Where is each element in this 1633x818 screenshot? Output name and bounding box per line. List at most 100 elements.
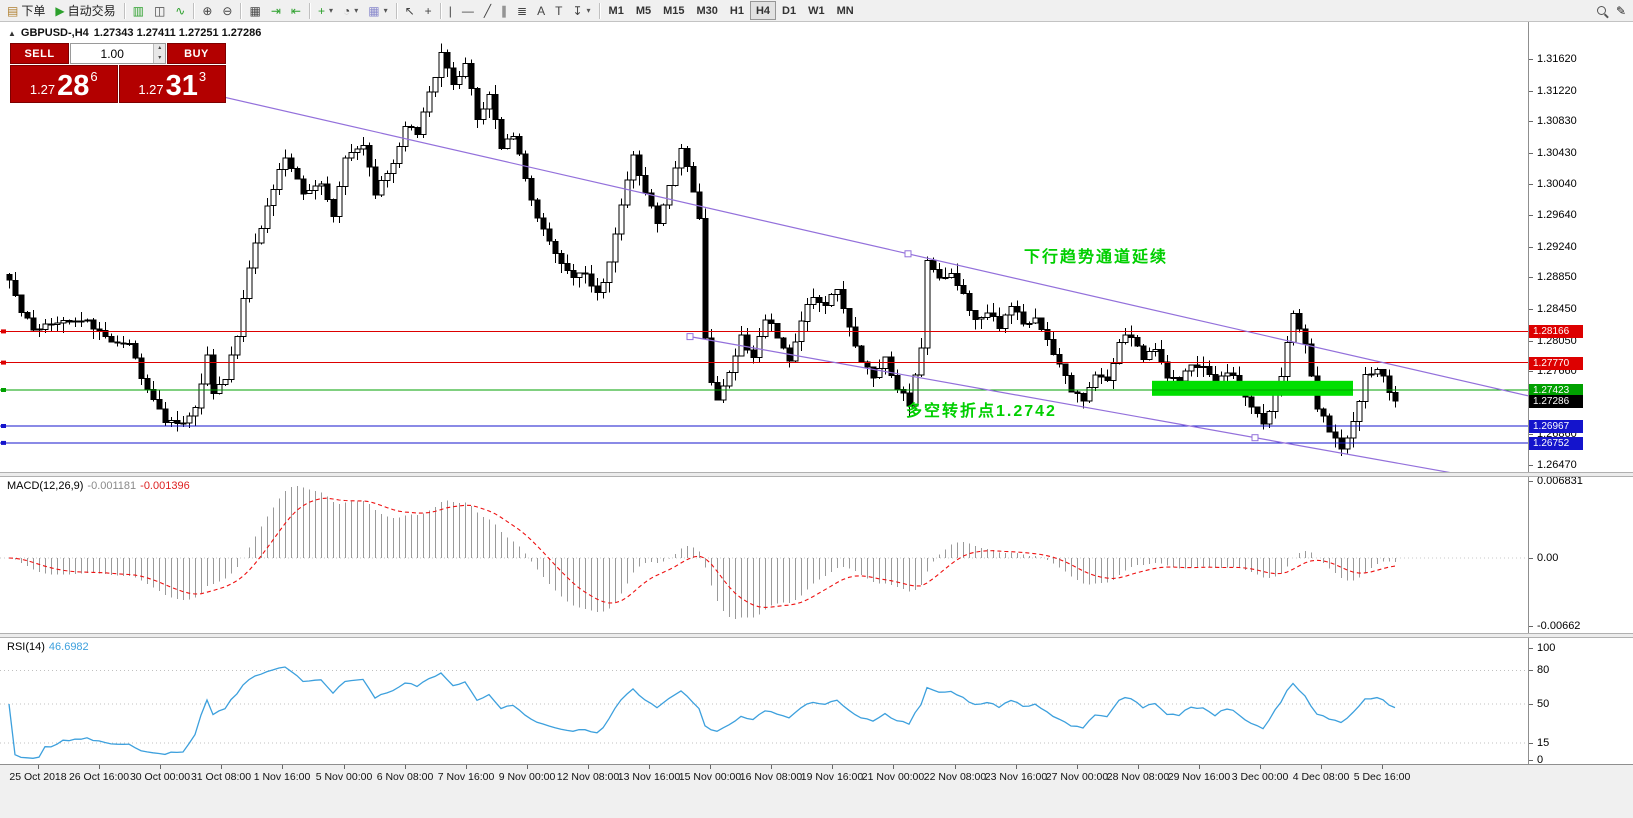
price-axis-label: 1.30430 (1537, 147, 1577, 159)
chart-shift-icon: ⇤ (290, 3, 301, 18)
auto-scroll-button[interactable]: ⇥ (266, 1, 286, 20)
fibonacci-button[interactable]: ≣ (512, 1, 532, 20)
time-tick (466, 765, 467, 769)
time-axis-label: 5 Nov 00:00 (315, 771, 373, 783)
timeframe-d1-button[interactable]: D1 (776, 1, 802, 20)
search-button[interactable] (1592, 1, 1611, 20)
panel-divider[interactable] (0, 633, 1633, 638)
edit-button[interactable]: ✎ (1611, 1, 1631, 20)
volume-spinner[interactable]: ▴ ▾ (153, 44, 165, 63)
timeframe-w1-button[interactable]: W1 (802, 1, 831, 20)
sell-button[interactable]: SELL (10, 43, 69, 64)
macd-label: MACD(12,26,9) -0.001181 -0.001396 (7, 480, 190, 492)
candlestick-chart-icon: ◫ (153, 3, 166, 18)
price-axis-label: 50 (1537, 698, 1550, 710)
trendline-button[interactable]: ╱ (479, 1, 496, 20)
line-chart-icon: ∿ (175, 3, 186, 18)
sell-price[interactable]: 1.27 28 6 (10, 65, 118, 103)
chart-title: ▲ GBPUSD-,H4 1.27343 1.27411 1.27251 1.2… (8, 27, 261, 39)
price-tag: 1.26967 (1529, 420, 1583, 433)
price-axis-label: 1.26470 (1537, 459, 1577, 471)
chart-symbol-period: GBPUSD-,H4 (20, 27, 89, 39)
new-order-button[interactable]: ▤ 下单 (2, 1, 50, 20)
price-axis-label: 1.31220 (1537, 85, 1577, 97)
cursor-button[interactable]: ↖ (400, 1, 420, 20)
timeframe-h1-button[interactable]: H1 (724, 1, 750, 20)
autotrading-label: 自动交易 (67, 4, 116, 18)
timeframe-m1-button[interactable]: M1 (603, 1, 630, 20)
price-axis-label: 1.29640 (1537, 209, 1577, 221)
equidistant-channel-button[interactable]: ∥ (496, 1, 512, 20)
candlestick-chart-button[interactable]: ◫ (149, 1, 170, 20)
arrows-icon: ↧ (572, 3, 583, 18)
tile-windows-button[interactable]: ▦ (244, 1, 265, 20)
one-click-prices-row: 1.27 28 6 1.27 31 3 (10, 65, 226, 103)
price-tag-current: 1.27286 (1529, 395, 1583, 408)
bar-chart-button[interactable]: ▥ (128, 1, 149, 20)
price-axis-label: 1.28050 (1537, 335, 1577, 347)
panel-divider[interactable] (0, 472, 1633, 477)
new-chart-button[interactable]: + ▾ (313, 1, 338, 20)
spinner-up-icon[interactable]: ▴ (158, 45, 162, 51)
search-icon (1596, 6, 1606, 15)
price-axis[interactable]: 1.31620 1.31220 1.30830 1.30430 1.30040 1.296… (1528, 22, 1633, 766)
spinner-down-icon[interactable]: ▾ (158, 54, 162, 61)
time-axis-label: 9 Nov 00:00 (498, 771, 556, 783)
chart-shift-button[interactable]: ⇤ (286, 1, 306, 20)
rsi-panel: RSI(14) 46.6982 (0, 638, 1528, 764)
one-click-collapse-icon[interactable]: ▲ (8, 28, 16, 38)
zoom-in-button[interactable]: ⊕ (197, 1, 217, 20)
price-tag: 1.27423 (1529, 384, 1583, 397)
time-tick (649, 765, 650, 769)
timeframe-m30-button[interactable]: M30 (691, 1, 724, 20)
axis-tick (1529, 371, 1533, 372)
buy-button[interactable]: BUY (167, 43, 226, 64)
price-axis-label: 15 (1537, 737, 1550, 749)
timeframe-m15-button[interactable]: M15 (657, 1, 690, 20)
price-tag: 1.26752 (1529, 437, 1583, 450)
toolbar-separator (240, 2, 242, 19)
toolbar-left: ▤ 下单 ▶ 自动交易 ▥ ◫ ∿ ⊕ ⊖ ▦ ⇥ ⇤ + ▾ ◔ ▾ ▦ ▾ ↖ + | — ╱ ∥ ≣ A T ↧ ▾ M1 M5 M15… (2, 0, 860, 21)
sell-price-big: 28 (57, 69, 90, 102)
time-axis-label: 30 Oct 00:00 (129, 771, 191, 783)
time-tick (588, 765, 589, 769)
axis-tick (1529, 309, 1533, 310)
volume-input[interactable] (71, 44, 154, 63)
sell-price-sup: 6 (90, 69, 98, 84)
autotrading-button[interactable]: ▶ 自动交易 (50, 1, 120, 20)
autotrading-icon: ▶ (55, 3, 65, 18)
caret-down-icon: ▾ (354, 6, 359, 15)
price-axis-label: 0.006831 (1537, 475, 1583, 487)
text-label-button[interactable]: T (550, 1, 567, 20)
buy-price[interactable]: 1.27 31 3 (118, 65, 226, 103)
time-axis-label: 21 Nov 00:00 (861, 771, 925, 783)
vertical-line-button[interactable]: | (444, 1, 457, 20)
time-tick (1138, 765, 1139, 769)
toolbar-separator (123, 2, 125, 19)
macd-canvas[interactable] (0, 477, 1528, 633)
time-axis[interactable]: 25 Oct 2018 26 Oct 16:00 30 Oct 00:00 31 Oc… (0, 764, 1633, 818)
axis-tick (1529, 648, 1533, 649)
text-button[interactable]: A (532, 1, 550, 20)
chart-period-button[interactable]: ◔ ▾ (338, 1, 363, 20)
crosshair-icon: + (424, 3, 432, 18)
rsi-canvas[interactable] (0, 638, 1528, 764)
zoom-out-button[interactable]: ⊖ (217, 1, 237, 20)
line-chart-button[interactable]: ∿ (170, 1, 190, 20)
axis-tick (1529, 91, 1533, 92)
text-label-icon: T (555, 3, 563, 18)
horizontal-line-button[interactable]: — (457, 1, 479, 20)
price-axis-label: 1.31620 (1537, 53, 1577, 65)
timeframe-h4-button[interactable]: H4 (749, 1, 777, 20)
crosshair-button[interactable]: + (420, 1, 437, 20)
time-axis-label: 25 Oct 2018 (9, 771, 67, 783)
timeframe-mn-button[interactable]: MN (831, 1, 860, 20)
arrows-button[interactable]: ↧ ▾ (567, 1, 595, 20)
timeframe-m5-button[interactable]: M5 (630, 1, 657, 20)
templates-button[interactable]: ▦ ▾ (363, 1, 392, 20)
axis-tick (1529, 434, 1533, 435)
fibonacci-icon: ≣ (517, 3, 528, 18)
